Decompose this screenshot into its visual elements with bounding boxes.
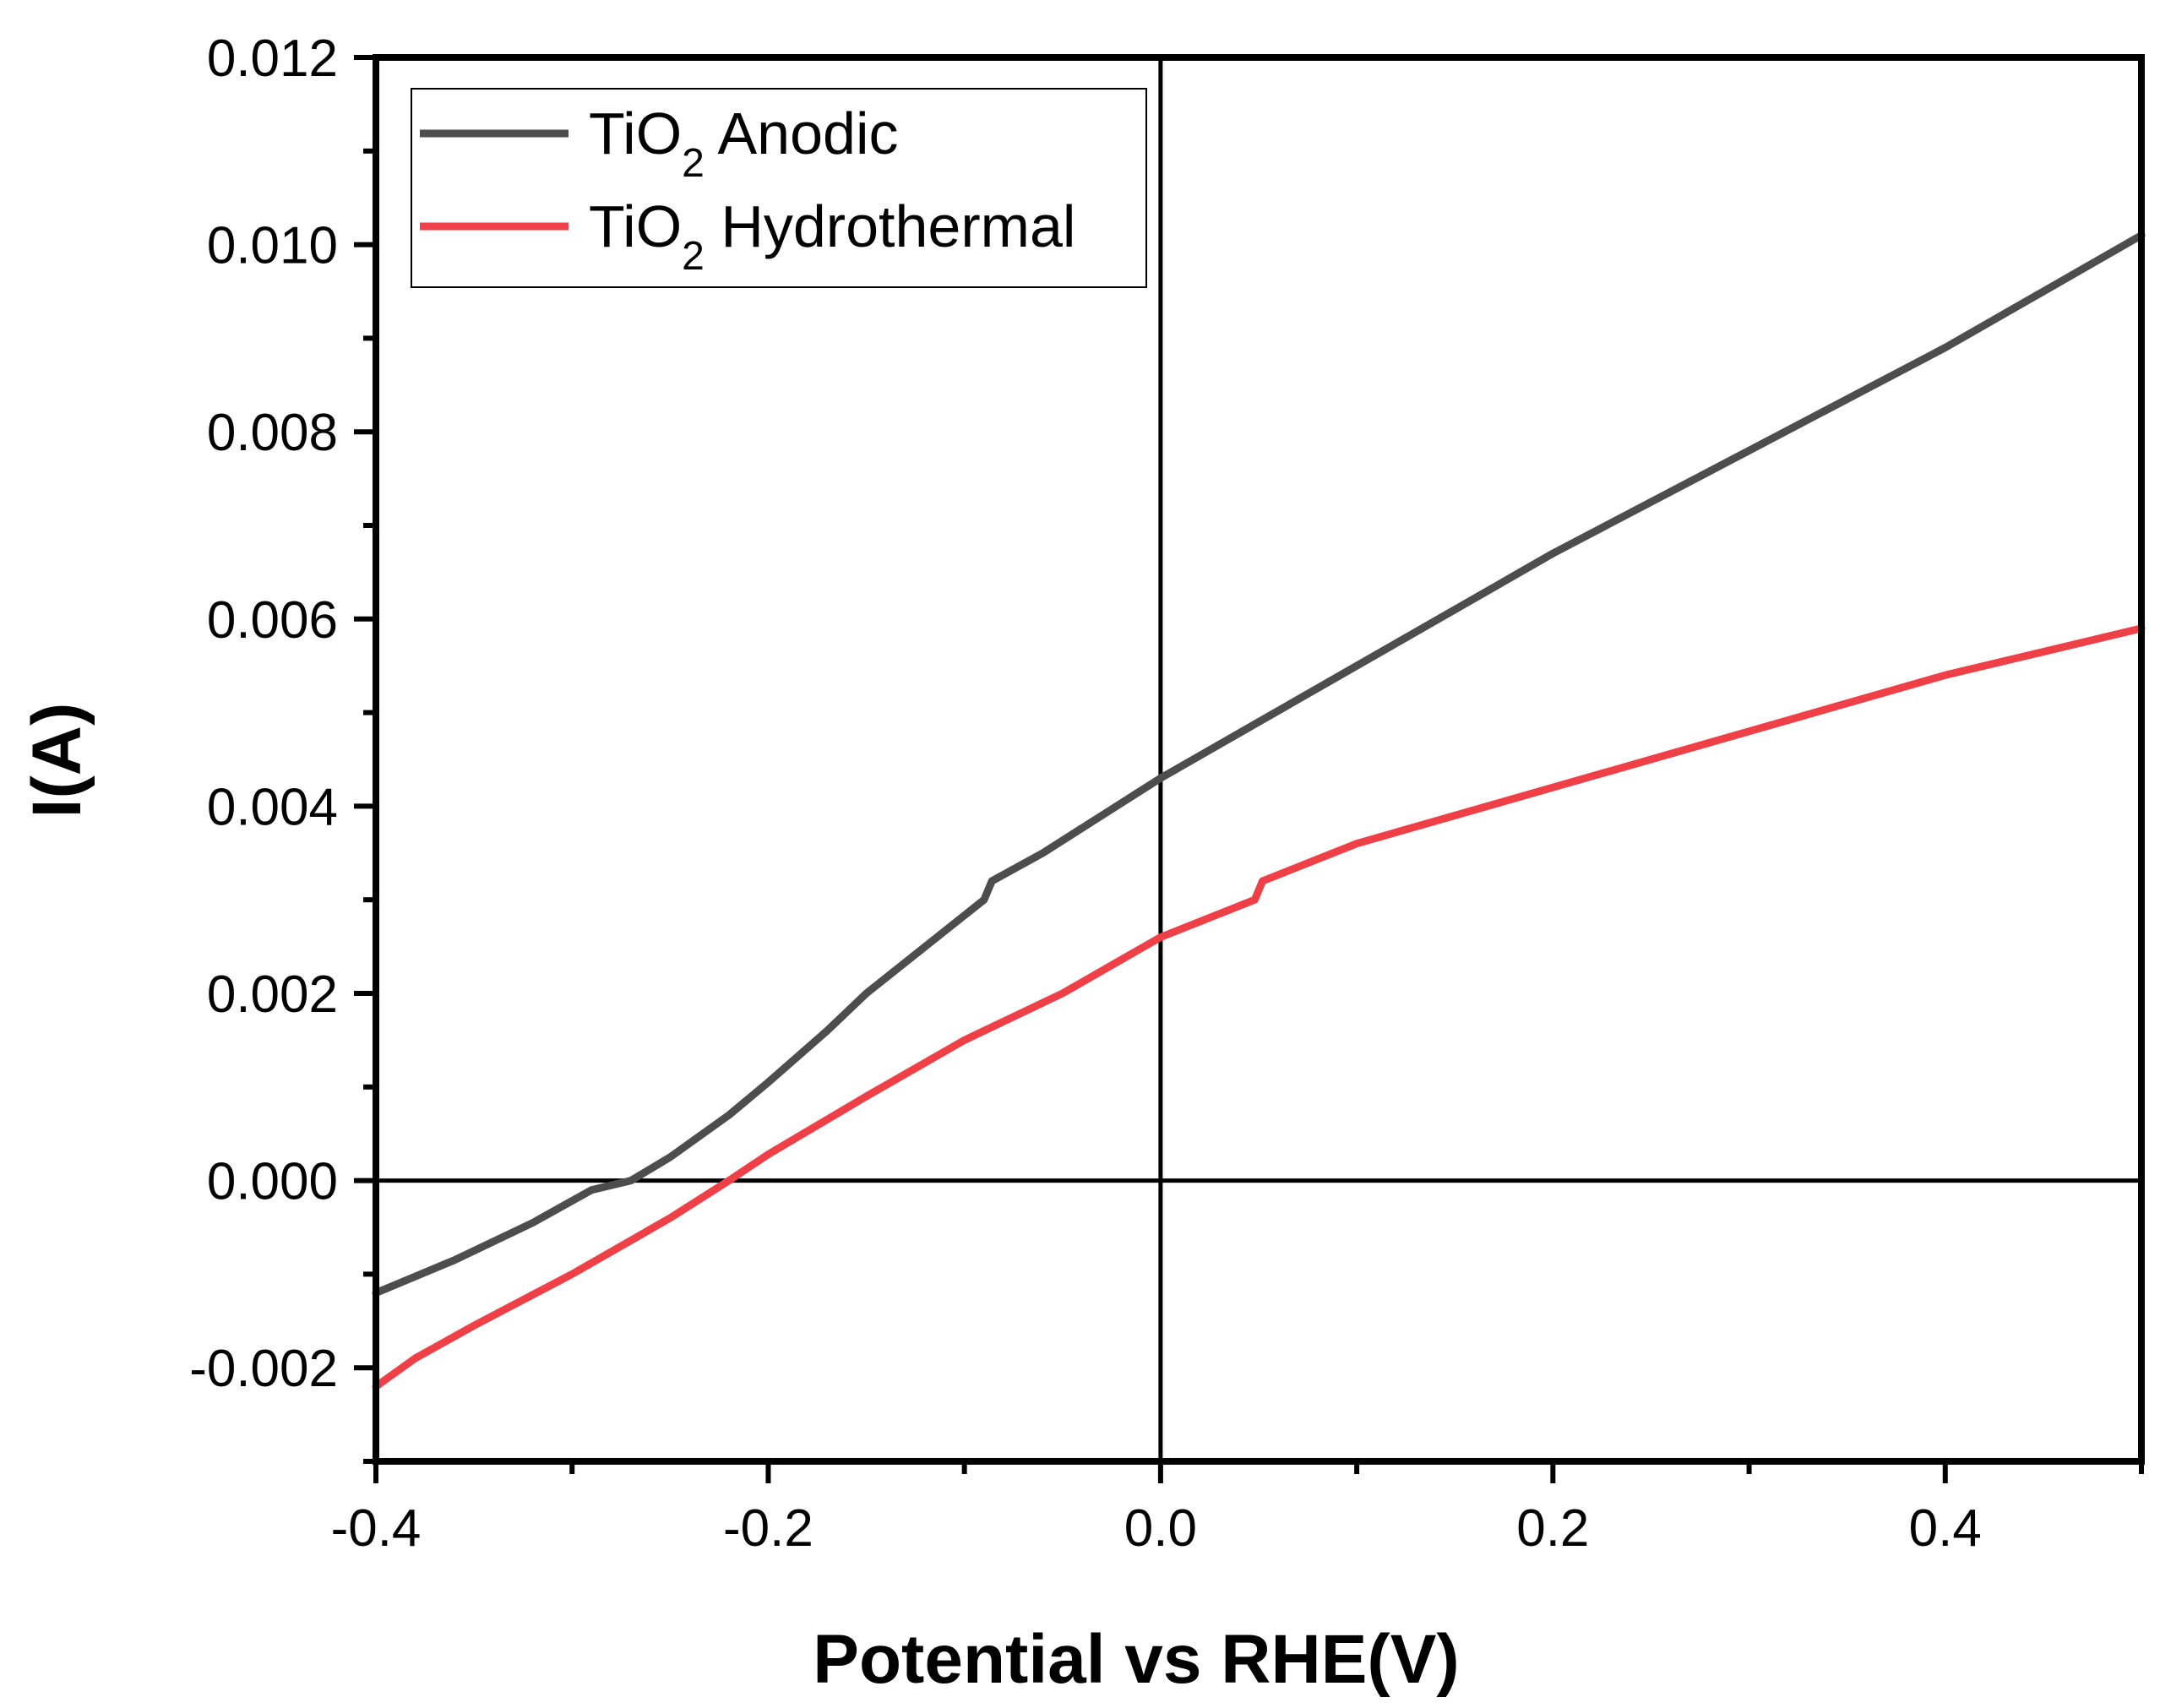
y-tick-label: 0.002 [207, 966, 338, 1024]
x-tick-label: 0.2 [1516, 1499, 1589, 1558]
legend-entry: TiO2 Anodic [589, 101, 899, 186]
y-tick-label: 0.012 [207, 30, 338, 88]
x-tick-label: -0.4 [331, 1499, 422, 1558]
y-tick-label: 0.008 [207, 404, 338, 462]
plot-frame [373, 54, 2145, 1465]
y-tick-label: 0.000 [207, 1153, 338, 1211]
series-line-hydrothermal [372, 624, 2146, 1390]
legend-box [411, 88, 1147, 288]
reference-lines [376, 57, 2141, 1461]
series-layer [372, 231, 2146, 1390]
axis-ticks: -0.4 -0.2 0.0 0.2 0.4 -0.002 0.000 0.002 0.004 0.… [189, 30, 2144, 1558]
x-axis-title: Potential vs RHE(V) [813, 1621, 1459, 1698]
series-line-anodic [372, 231, 2146, 1297]
y-tick-label: -0.002 [189, 1340, 338, 1398]
y-tick-label: 0.006 [207, 591, 338, 650]
x-tick-label: 0.4 [1909, 1499, 1982, 1558]
x-tick-label: -0.2 [723, 1499, 813, 1558]
legend-entry: TiO2 Hydrothermal [589, 193, 1075, 279]
y-axis-title: I(A) [19, 703, 95, 819]
x-tick-label: 0.0 [1124, 1499, 1197, 1558]
y-tick-label: 0.010 [207, 217, 338, 275]
y-tick-label: 0.004 [207, 778, 338, 836]
